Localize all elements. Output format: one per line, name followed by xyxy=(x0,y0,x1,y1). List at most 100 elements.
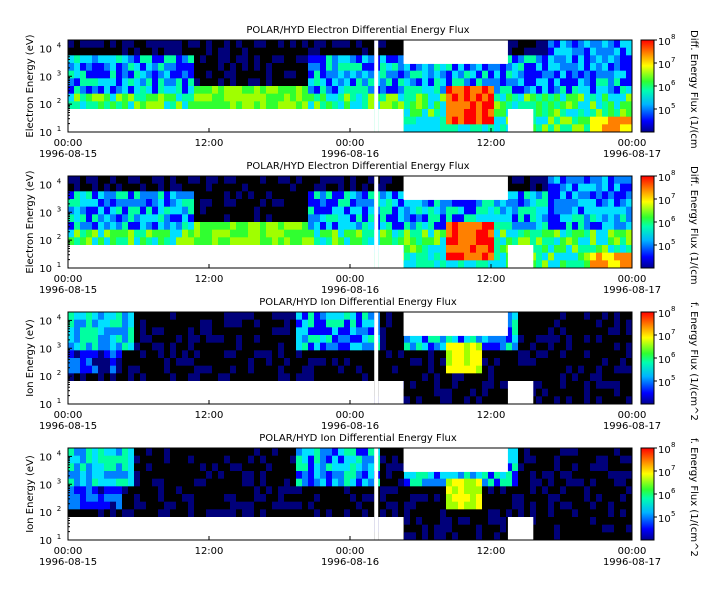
heatmap-cell xyxy=(122,47,129,56)
heatmap-cell xyxy=(470,109,477,118)
heatmap-cell xyxy=(194,471,201,480)
heatmap-cell xyxy=(200,191,207,200)
heatmap-cell xyxy=(572,373,579,382)
heatmap-cell xyxy=(500,229,507,238)
heatmap-cell xyxy=(362,478,369,487)
heatmap-cell xyxy=(422,252,429,261)
heatmap-cell xyxy=(602,229,609,238)
heatmap-cell xyxy=(530,478,537,487)
heatmap-cell xyxy=(206,222,213,231)
heatmap-cell xyxy=(608,396,615,405)
heatmap-cell xyxy=(548,237,555,246)
heatmap-cell xyxy=(278,455,285,464)
heatmap-cell xyxy=(488,101,495,110)
heatmap-cell xyxy=(500,237,507,246)
heatmap-cell xyxy=(284,509,291,518)
heatmap-cell xyxy=(404,373,411,382)
heatmap-cell xyxy=(416,358,423,367)
heatmap-cell xyxy=(176,78,183,87)
heatmap-cell xyxy=(302,214,309,223)
heatmap-cell xyxy=(422,260,429,269)
heatmap-cell xyxy=(224,471,231,480)
heatmap-cell xyxy=(566,229,573,238)
heatmap-cell xyxy=(560,532,567,541)
heatmap-cell xyxy=(512,335,519,344)
heatmap-cell xyxy=(302,93,309,102)
heatmap-cell xyxy=(626,532,633,541)
heatmap-cell xyxy=(98,455,105,464)
heatmap-cell xyxy=(224,183,231,192)
heatmap-cell xyxy=(254,494,261,503)
heatmap-cell xyxy=(206,455,213,464)
heatmap-cell xyxy=(68,237,75,246)
heatmap-cell xyxy=(296,40,303,49)
heatmap-cell xyxy=(122,448,129,457)
heatmap-cell xyxy=(494,358,501,367)
heatmap-cell xyxy=(134,199,141,208)
heatmap-cell xyxy=(554,183,561,192)
heatmap-cell xyxy=(266,63,273,72)
heatmap-cell xyxy=(206,448,213,457)
heatmap-cell xyxy=(260,358,267,367)
heatmap-cell xyxy=(398,312,405,321)
heatmap-cell xyxy=(224,509,231,518)
heatmap-cell xyxy=(620,509,627,518)
heatmap-cell xyxy=(572,206,579,215)
heatmap-cell xyxy=(152,229,159,238)
heatmap-cell xyxy=(314,214,321,223)
heatmap-cell xyxy=(542,70,549,79)
heatmap-cell xyxy=(584,183,591,192)
heatmap-cell xyxy=(266,206,273,215)
heatmap-cell xyxy=(422,365,429,374)
y-tick-exponent: 3 xyxy=(57,477,61,485)
heatmap-cell xyxy=(128,509,135,518)
heatmap-cell xyxy=(296,176,303,185)
heatmap-cell xyxy=(122,463,129,472)
heatmap-cell xyxy=(482,86,489,95)
heatmap-cell xyxy=(614,335,621,344)
heatmap-cell xyxy=(530,486,537,495)
colorbar xyxy=(640,311,655,405)
heatmap-cell xyxy=(500,342,507,351)
heatmap-cell xyxy=(416,478,423,487)
heatmap-cell xyxy=(602,319,609,328)
heatmap-cell xyxy=(146,373,153,382)
heatmap-cell xyxy=(602,327,609,336)
heatmap-cell xyxy=(86,463,93,472)
heatmap-cell xyxy=(230,40,237,49)
heatmap-cell xyxy=(422,109,429,118)
panel-title: POLAR/HYD Ion Differential Energy Flux xyxy=(259,297,457,308)
heatmap-cell xyxy=(488,245,495,254)
heatmap-cell xyxy=(260,373,267,382)
heatmap-cell xyxy=(182,206,189,215)
heatmap-cell xyxy=(86,183,93,192)
heatmap-cell xyxy=(308,63,315,72)
heatmap-cell xyxy=(572,319,579,328)
heatmap-cell xyxy=(590,448,597,457)
heatmap-cell xyxy=(602,214,609,223)
heatmap-cell xyxy=(572,471,579,480)
heatmap-cell xyxy=(452,365,459,374)
heatmap-cell xyxy=(182,63,189,72)
heatmap-cell xyxy=(554,312,561,321)
heatmap-cell xyxy=(578,319,585,328)
heatmap-cell xyxy=(224,373,231,382)
heatmap-cell xyxy=(86,319,93,328)
heatmap-cell xyxy=(506,176,513,185)
heatmap-cell xyxy=(566,517,573,526)
heatmap-cell xyxy=(458,229,465,238)
heatmap-cell xyxy=(566,55,573,64)
heatmap-cell xyxy=(428,116,435,125)
heatmap-cell xyxy=(350,47,357,56)
colorbar-tick-exponent: 6 xyxy=(671,215,676,223)
heatmap-cell xyxy=(320,471,327,480)
heatmap-cell xyxy=(524,501,531,510)
heatmap-cell xyxy=(314,70,321,79)
heatmap-cell xyxy=(506,78,513,87)
heatmap-cell xyxy=(392,358,399,367)
heatmap-cell xyxy=(440,396,447,405)
colorbar-tick-exponent: 8 xyxy=(671,305,675,313)
heatmap-cell xyxy=(458,93,465,102)
heatmap-cell xyxy=(434,245,441,254)
heatmap-cell xyxy=(446,70,453,79)
